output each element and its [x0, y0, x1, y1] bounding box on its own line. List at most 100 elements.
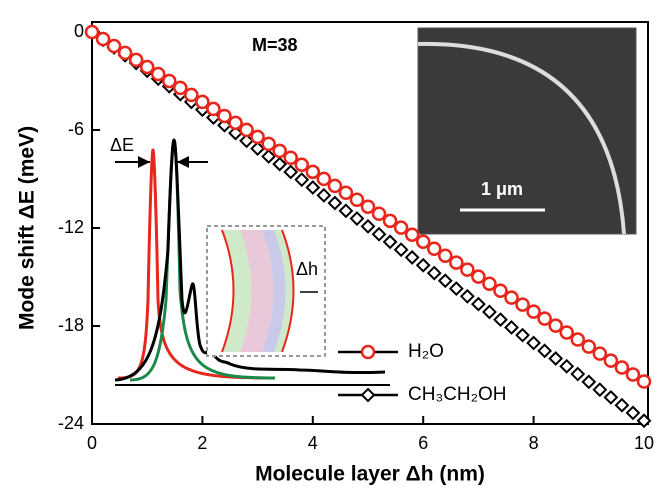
- x-tick-label: 8: [529, 433, 539, 453]
- data-point: [371, 226, 387, 242]
- y-tick-label: -18: [58, 315, 84, 335]
- data-point: [581, 374, 597, 390]
- x-axis-label: Molecule layer Δh (nm): [255, 463, 485, 486]
- data-point: [272, 156, 288, 172]
- data-point: [470, 296, 486, 312]
- data-point: [482, 304, 497, 320]
- spectrum-inset: [114, 138, 390, 386]
- data-point: [614, 397, 630, 413]
- data-point: [404, 249, 420, 265]
- data-point: [515, 327, 530, 343]
- data-point: [415, 257, 431, 273]
- data-point: [150, 66, 166, 82]
- data-point: [349, 211, 365, 226]
- data-point: [460, 262, 475, 277]
- y-tick-label: -12: [58, 217, 84, 237]
- data-point: [537, 343, 553, 359]
- data-point: [426, 265, 442, 281]
- data-point: [437, 273, 453, 289]
- x-tick-label: 0: [87, 433, 97, 453]
- sem-inset: 1 μm: [417, 27, 637, 235]
- data-point: [117, 45, 133, 61]
- data-point: [371, 206, 387, 222]
- data-point: [316, 187, 332, 203]
- y-tick-label: -24: [58, 413, 84, 433]
- x-tick-label: 6: [418, 433, 428, 453]
- data-point: [294, 172, 310, 188]
- delta-h-label: Δh: [296, 259, 318, 279]
- data-point: [294, 157, 310, 173]
- legend-label: CH₃CH₂OH: [408, 384, 507, 405]
- data-point: [338, 203, 354, 219]
- data-point: [327, 195, 343, 211]
- data-point: [493, 283, 508, 298]
- data-point: [349, 192, 365, 207]
- y-axis-label: Mode shift ΔE (meV): [16, 126, 39, 330]
- x-tick-label: 10: [634, 433, 654, 453]
- data-point: [84, 24, 100, 40]
- data-point: [95, 31, 111, 47]
- data-point: [327, 178, 343, 194]
- data-point: [250, 141, 266, 157]
- data-point: [239, 133, 254, 149]
- data-point: [382, 234, 398, 250]
- data-point: [603, 389, 619, 405]
- data-point: [504, 320, 519, 335]
- data-point: [382, 213, 398, 229]
- data-point: [228, 115, 243, 131]
- data-point: [526, 335, 542, 351]
- data-point: [493, 312, 508, 328]
- data-point: [449, 255, 464, 270]
- data-point: [261, 149, 277, 164]
- data-point: [526, 304, 541, 319]
- data-point: [239, 122, 254, 138]
- legend-label: H₂O: [408, 341, 444, 362]
- legend-marker: [360, 344, 376, 360]
- data-point: [515, 297, 530, 312]
- data-point: [393, 220, 409, 235]
- data-point: [139, 59, 155, 75]
- data-point: [338, 185, 354, 200]
- data-point: [548, 318, 563, 333]
- data-point: [592, 382, 608, 398]
- schematic-inset: [206, 225, 326, 357]
- data-point: [404, 227, 420, 242]
- y-tick-label: -6: [68, 119, 84, 139]
- data-point: [603, 353, 619, 368]
- data-point: [625, 405, 641, 421]
- data-point: [614, 360, 630, 375]
- data-point: [393, 242, 409, 258]
- data-point: [162, 73, 177, 89]
- plot-frame: [91, 21, 649, 425]
- data-point: [636, 374, 652, 389]
- data-point: [636, 413, 652, 429]
- data-point: [305, 164, 321, 180]
- data-point: [217, 108, 232, 124]
- data-point: [128, 52, 144, 68]
- data-point: [173, 80, 188, 96]
- data-point: [482, 276, 497, 291]
- data-point: [625, 367, 641, 382]
- data-point: [471, 269, 486, 284]
- m-label: M=38: [252, 35, 298, 55]
- data-point: [261, 136, 276, 152]
- data-point: [448, 281, 464, 297]
- data-point: [316, 171, 332, 187]
- data-point: [283, 150, 298, 166]
- scale-label: 1 μm: [481, 179, 523, 199]
- delta-e-label: ΔE: [110, 135, 134, 155]
- data-point: [581, 339, 597, 354]
- data-point: [250, 129, 265, 145]
- data-point: [559, 358, 575, 374]
- x-tick-label: 4: [308, 433, 318, 453]
- data-point: [305, 180, 321, 195]
- data-point: [459, 288, 475, 304]
- data-point: [106, 38, 122, 54]
- legend-marker: [360, 387, 376, 403]
- data-point: [195, 94, 210, 110]
- data-point: [184, 87, 199, 103]
- data-point: [360, 218, 376, 234]
- data-point: [272, 143, 287, 159]
- data-point: [415, 234, 431, 249]
- data-point: [592, 346, 608, 361]
